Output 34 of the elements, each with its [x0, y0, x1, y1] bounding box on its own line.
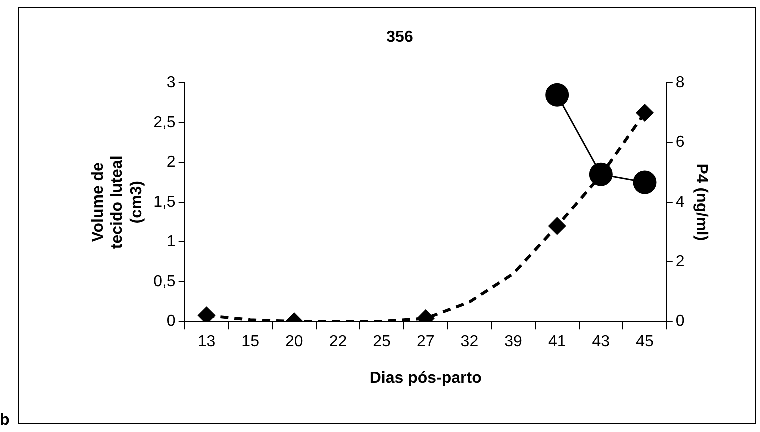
x-tick-label: 15 [242, 334, 260, 351]
x-tick-label: 20 [286, 334, 304, 351]
y2-tick-label: 4 [676, 194, 685, 211]
x-tick-label: 45 [636, 334, 654, 351]
x-axis-title: Dias pós-parto [370, 370, 482, 387]
x-tick-label: 41 [548, 334, 566, 351]
y-tick-label: 0,5 [154, 273, 176, 290]
point [548, 217, 566, 235]
x-tick-label: 27 [416, 334, 435, 351]
y-axis-title: Volume de tecido luteal (cm3) [90, 156, 146, 250]
x-tick-label: 22 [329, 334, 348, 351]
x-tick-label: 32 [460, 334, 479, 351]
x-tick-label: 39 [504, 334, 523, 351]
y-tick-label: 0 [166, 313, 176, 330]
x-tick-label: 43 [592, 334, 610, 351]
point [633, 170, 657, 194]
text: b [0, 412, 10, 430]
x-tick-label: 25 [373, 334, 392, 351]
point [546, 83, 570, 107]
y2-tick-label: 8 [676, 74, 685, 92]
y-tick-label: 2 [166, 154, 176, 172]
y2-axis-title: P4 (ng/ml) [692, 164, 710, 242]
point [589, 162, 613, 186]
point [198, 306, 216, 322]
y2-tick-label: 2 [676, 253, 685, 270]
y2-tick-label: 0 [676, 313, 685, 330]
x-tick-label: 13 [198, 334, 216, 351]
point [636, 104, 654, 122]
y-tick-label: 1 [166, 234, 176, 251]
chart-title: 356 [386, 29, 414, 46]
y-tick-label: 1,5 [154, 194, 176, 211]
y2-tick-label: 6 [676, 134, 685, 152]
y-tick-label: 2,5 [154, 114, 176, 132]
y-tick-label: 3 [166, 74, 176, 92]
